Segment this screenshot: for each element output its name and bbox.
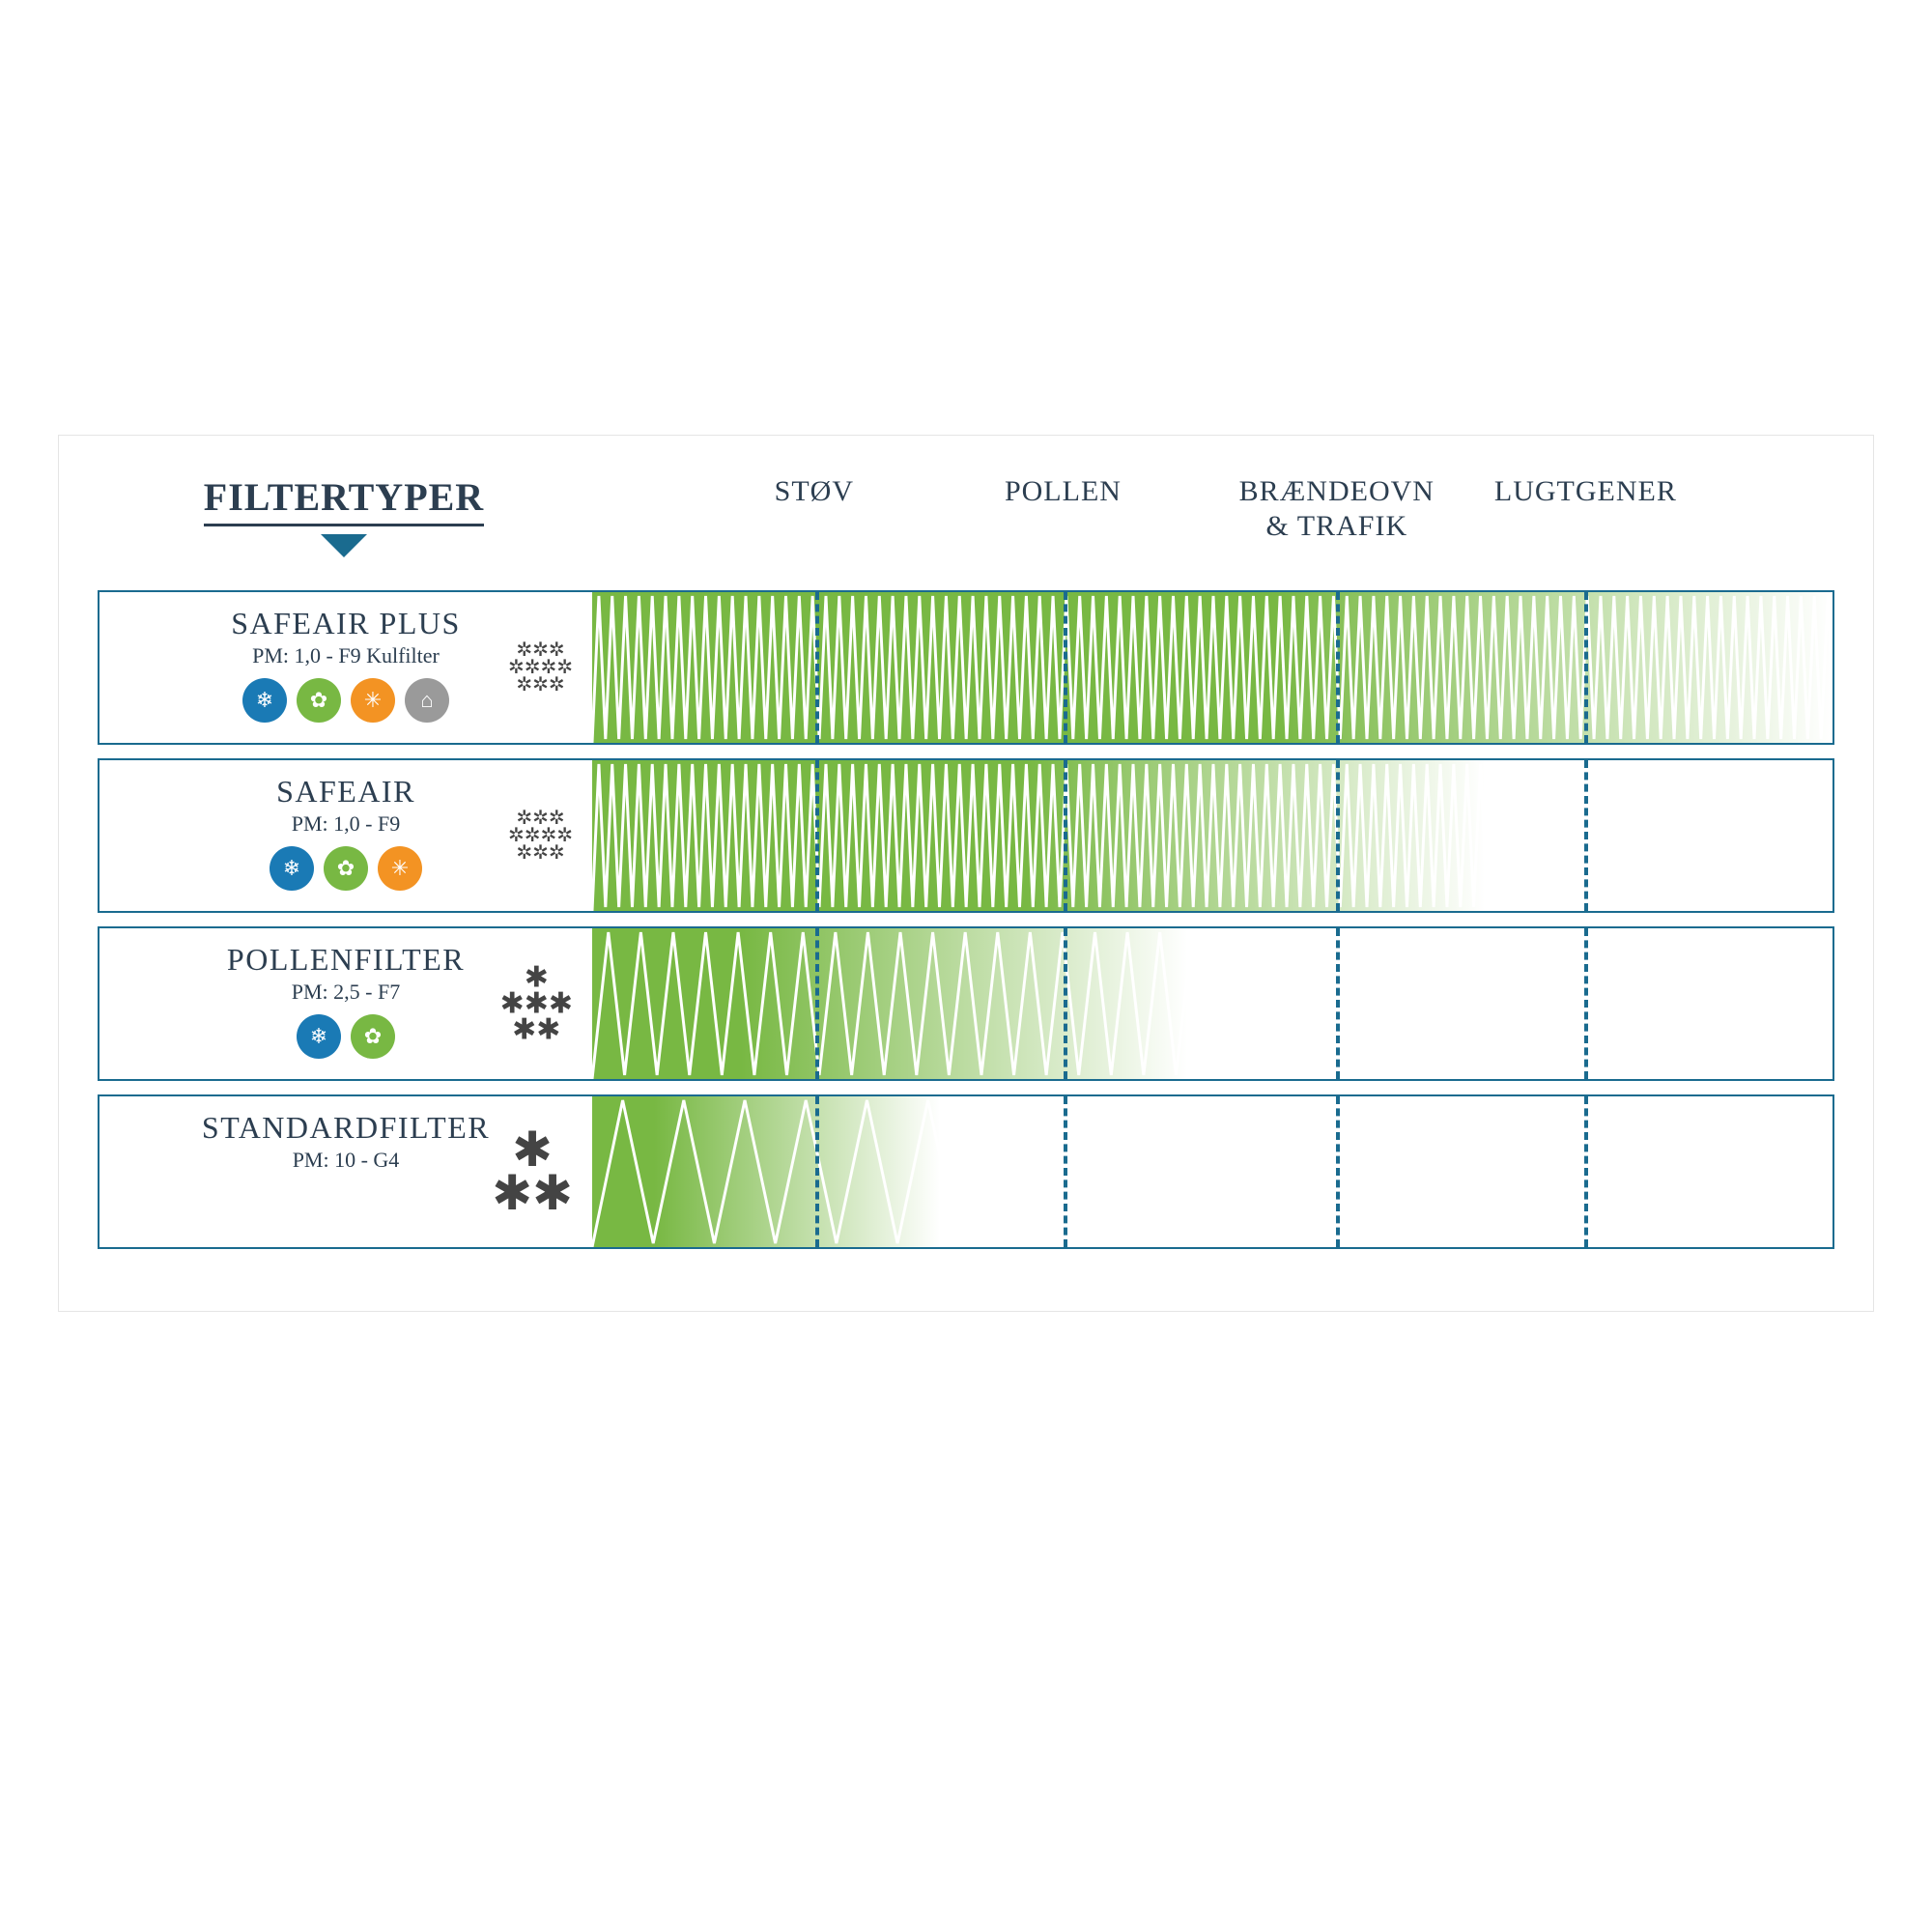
column-divider: [1336, 928, 1340, 1079]
column-headers: STØV POLLEN BRÆNDEOVN& TRAFIK LUGTGENER: [590, 474, 1834, 561]
filter-row: POLLENFILTERPM: 2,5 - F7❄✿✱✱✱✱✱✱: [98, 926, 1834, 1081]
title-column: FILTERTYPER: [98, 474, 590, 557]
filter-label-cell: SAFEAIRPM: 1,0 - F9❄✿✳✲✲✲✲✲✲✲✲✲✲: [99, 760, 592, 911]
filter-label-cell: STANDARDFILTERPM: 10 - G4✱✱✱: [99, 1096, 592, 1247]
column-header: STØV: [775, 474, 854, 509]
filter-row: SAFEAIR PLUSPM: 1,0 - F9 Kulfilter❄✿✳⌂✲✲…: [98, 590, 1834, 745]
orange-category-icon: ✳: [378, 846, 422, 891]
blue-category-icon: ❄: [297, 1014, 341, 1059]
particle-size-icon: ✲✲✲✲✲✲✲✲✲✲: [508, 810, 573, 862]
filter-label-cell: POLLENFILTERPM: 2,5 - F7❄✿✱✱✱✱✱✱: [99, 928, 592, 1079]
header-row: FILTERTYPER STØV POLLEN BRÆNDEOVN& TRAFIK L…: [98, 474, 1834, 561]
filter-comparison-chart: FILTERTYPER STØV POLLEN BRÆNDEOVN& TRAFIK L…: [58, 435, 1874, 1312]
filter-name: SAFEAIR: [119, 774, 573, 810]
arrow-down-icon: [321, 534, 367, 557]
column-header: POLLEN: [1005, 474, 1122, 509]
gradient-fill: [592, 928, 1187, 1079]
green-category-icon: ✿: [297, 678, 341, 723]
column-divider: [1064, 928, 1067, 1079]
effectiveness-bar: [592, 592, 1833, 743]
filter-rows: SAFEAIR PLUSPM: 1,0 - F9 Kulfilter❄✿✳⌂✲✲…: [98, 590, 1834, 1249]
column-divider: [1064, 592, 1067, 743]
column-divider: [1584, 928, 1588, 1079]
effectiveness-bar: [592, 760, 1833, 911]
column-divider: [815, 928, 819, 1079]
filter-row: STANDARDFILTERPM: 10 - G4✱✱✱: [98, 1094, 1834, 1249]
column-divider: [1336, 760, 1340, 911]
column-divider: [1336, 592, 1340, 743]
column-divider: [815, 592, 819, 743]
column-divider: [1064, 1096, 1067, 1247]
column-header: LUGTGENER: [1494, 474, 1677, 509]
column-divider: [1584, 592, 1588, 743]
effectiveness-bar: [592, 928, 1833, 1079]
particle-size-icon: ✱✱✱✱✱✱: [500, 965, 573, 1043]
filter-name: SAFEAIR PLUS: [119, 606, 573, 641]
gradient-fill: [592, 592, 1833, 743]
effectiveness-bar: [592, 1096, 1833, 1247]
column-divider: [815, 760, 819, 911]
orange-category-icon: ✳: [351, 678, 395, 723]
filter-label-cell: SAFEAIR PLUSPM: 1,0 - F9 Kulfilter❄✿✳⌂✲✲…: [99, 592, 592, 743]
blue-category-icon: ❄: [270, 846, 314, 891]
chart-title: FILTERTYPER: [204, 474, 484, 526]
green-category-icon: ✿: [324, 846, 368, 891]
filter-row: SAFEAIRPM: 1,0 - F9❄✿✳✲✲✲✲✲✲✲✲✲✲: [98, 758, 1834, 913]
column-divider: [1584, 1096, 1588, 1247]
grey-category-icon: ⌂: [405, 678, 449, 723]
gradient-fill: [592, 760, 1485, 911]
gradient-fill: [592, 1096, 940, 1247]
column-header: BRÆNDEOVN& TRAFIK: [1239, 474, 1435, 544]
particle-size-icon: ✱✱✱: [492, 1128, 573, 1215]
column-divider: [815, 1096, 819, 1247]
blue-category-icon: ❄: [242, 678, 287, 723]
filter-icon-row: ❄✿✳⌂: [119, 678, 573, 723]
filter-icon-row: ❄✿✳: [119, 846, 573, 891]
green-category-icon: ✿: [351, 1014, 395, 1059]
filter-spec: PM: 1,0 - F9 Kulfilter: [119, 643, 573, 668]
column-divider: [1584, 760, 1588, 911]
filter-spec: PM: 1,0 - F9: [119, 811, 573, 837]
particle-size-icon: ✲✲✲✲✲✲✲✲✲✲: [508, 641, 573, 694]
column-divider: [1336, 1096, 1340, 1247]
column-divider: [1064, 760, 1067, 911]
